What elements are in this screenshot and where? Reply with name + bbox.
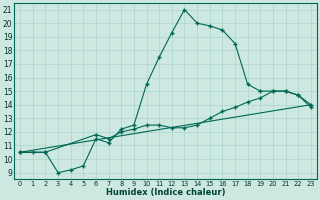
X-axis label: Humidex (Indice chaleur): Humidex (Indice chaleur) <box>106 188 225 197</box>
